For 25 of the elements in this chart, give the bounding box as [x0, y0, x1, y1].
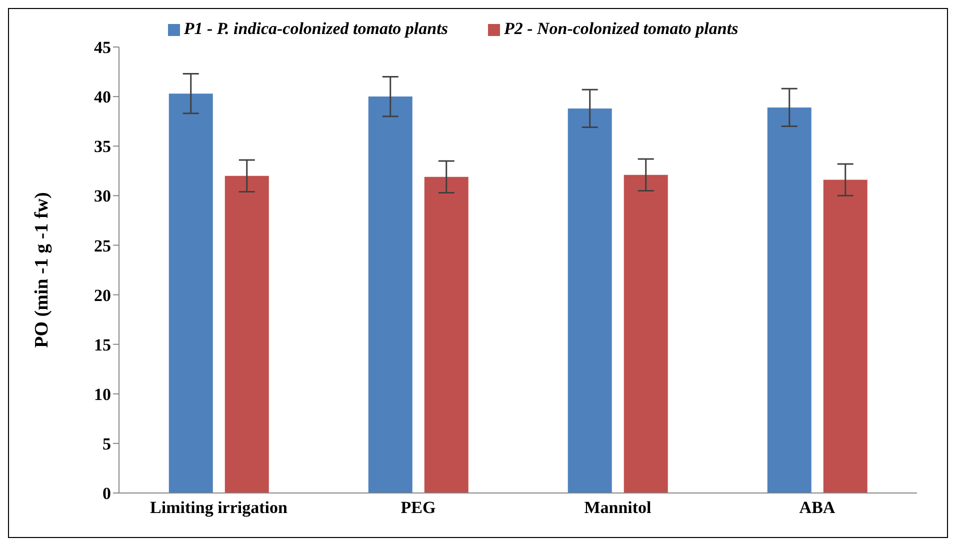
- bar: [368, 96, 412, 493]
- y-tick-label: 15: [94, 335, 111, 354]
- bar: [624, 174, 668, 493]
- legend-label: P1 - P. indica-colonized tomato plants: [184, 19, 448, 38]
- bar: [823, 180, 868, 493]
- y-tick-label: 45: [94, 38, 111, 58]
- legend-label: P2 - Non-colonized tomato plants: [504, 19, 738, 38]
- y-tick-label: 5: [102, 434, 111, 454]
- bar: [568, 108, 612, 493]
- bar: [224, 176, 269, 493]
- x-tick-label: Limiting irrigation: [150, 498, 288, 518]
- bar: [168, 94, 213, 493]
- y-tick-label: 30: [94, 186, 111, 206]
- x-tick-label: PEG: [400, 498, 436, 518]
- x-tick-label: Mannitol: [584, 498, 652, 518]
- y-tick-label: 20: [94, 286, 111, 305]
- y-tick-label: 10: [94, 384, 111, 404]
- y-tick-label: 0: [102, 484, 111, 504]
- y-tick-label: 35: [94, 137, 111, 156]
- x-tick-label: ABA: [799, 498, 836, 518]
- bar: [767, 107, 812, 493]
- y-tick-label: 40: [94, 88, 111, 107]
- y-axis-title: PO (min -1 g -1 fw): [32, 192, 53, 348]
- y-tick-label: 25: [94, 236, 111, 256]
- bar: [424, 176, 468, 493]
